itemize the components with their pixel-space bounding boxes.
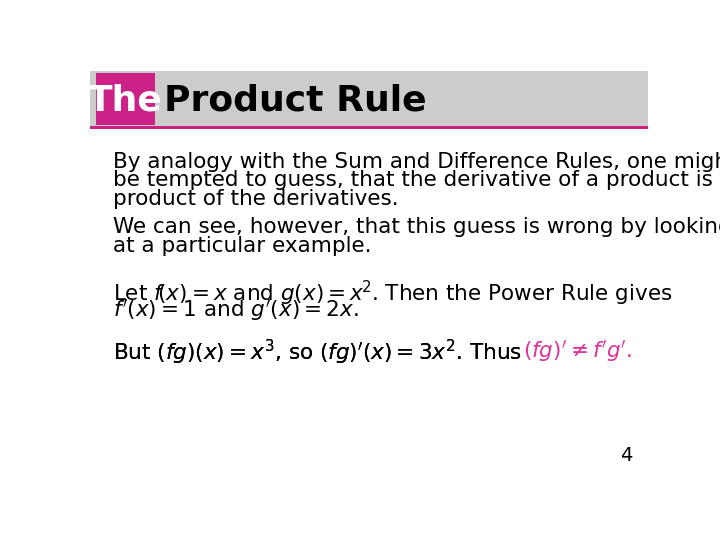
Bar — [90, 71, 648, 126]
Text: be tempted to guess, that the derivative of a product is the: be tempted to guess, that the derivative… — [113, 170, 720, 190]
Text: We can see, however, that this guess is wrong by looking: We can see, however, that this guess is … — [113, 217, 720, 237]
Text: 4: 4 — [620, 446, 632, 465]
Bar — [90, 126, 648, 130]
Text: But $(fg)(x) = x^3$, so $(fg)'(x) = 3x^2$. Thus: But $(fg)(x) = x^3$, so $(fg)'(x) = 3x^2… — [113, 338, 523, 367]
Text: But $(fg)(x) = x^3$, so $(fg)'(x) = 3x^2$. Thus: But $(fg)(x) = x^3$, so $(fg)'(x) = 3x^2… — [113, 338, 523, 367]
Text: product of the derivatives.: product of the derivatives. — [113, 189, 399, 209]
Text: at a particular example.: at a particular example. — [113, 236, 372, 256]
Text: The: The — [89, 83, 163, 117]
Text: Let $f\!(x) = x$ and $g(x) = x^{\!2}$. Then the Power Rule gives: Let $f\!(x) = x$ and $g(x) = x^{\!2}$. T… — [113, 279, 672, 308]
Bar — [96, 72, 155, 125]
Text: $(fg)' \neq f'g'$.: $(fg)' \neq f'g'$. — [523, 338, 632, 363]
Text: Product Rule: Product Rule — [164, 83, 427, 117]
Text: By analogy with the Sum and Difference Rules, one might: By analogy with the Sum and Difference R… — [113, 152, 720, 172]
Text: $f'(x) = 1$ and $g'(x) = 2x$.: $f'(x) = 1$ and $g'(x) = 2x$. — [113, 298, 359, 323]
